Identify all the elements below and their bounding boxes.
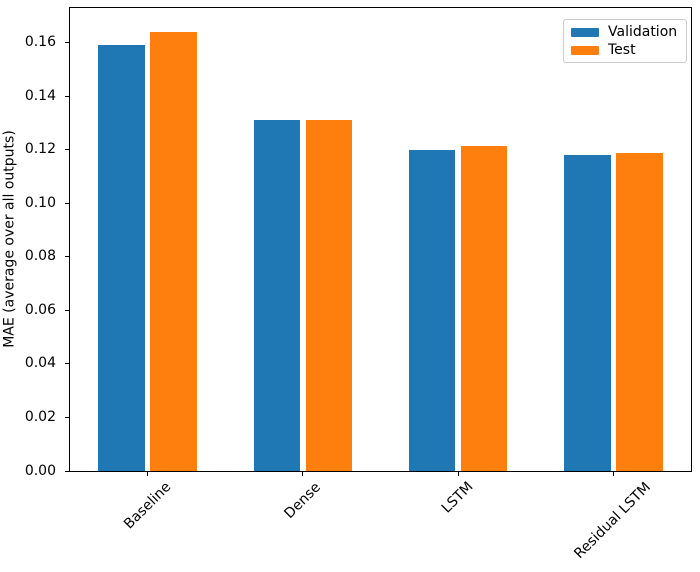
y-tick-label-0.02: 0.02 <box>24 408 56 425</box>
x-tick-label-baseline: Baseline <box>120 478 174 533</box>
bar-dense-validation <box>253 120 301 471</box>
x-tick-dense <box>302 471 304 476</box>
x-tick-label-residual-lstm: Residual LSTM <box>571 479 655 562</box>
bar-dense-test <box>305 120 353 471</box>
y-tick-label-0.14: 0.14 <box>24 87 56 104</box>
y-tick-label-0.16: 0.16 <box>24 34 56 51</box>
legend-label-validation: Validation <box>608 24 678 40</box>
y-tick-0.08 <box>65 256 70 258</box>
bar-lstm-validation <box>408 149 456 471</box>
legend-item-validation: Validation <box>571 25 677 39</box>
x-tick-label-dense: Dense <box>281 478 324 522</box>
y-tick-0.00 <box>65 470 70 472</box>
x-tick-lstm <box>457 471 459 476</box>
bar-residual-lstm-test <box>616 152 663 471</box>
y-tick-label-0.00: 0.00 <box>24 462 56 479</box>
y-tick-0.06 <box>65 309 70 311</box>
y-tick-label-0.06: 0.06 <box>24 301 56 318</box>
bar-baseline-validation <box>98 45 145 471</box>
x-tick-baseline <box>147 471 149 476</box>
y-tick-0.16 <box>65 42 70 44</box>
x-tick-label-lstm: LSTM <box>438 478 477 517</box>
y-tick-label-0.12: 0.12 <box>24 141 56 158</box>
y-tick-0.04 <box>65 363 70 365</box>
bar-lstm-test <box>460 145 508 471</box>
legend-item-test: Test <box>571 43 677 57</box>
y-tick-label-0.10: 0.10 <box>24 194 56 211</box>
y-tick-0.14 <box>65 95 70 97</box>
bar-baseline-test <box>150 32 197 471</box>
y-tick-0.02 <box>65 416 70 418</box>
bar-residual-lstm-validation <box>564 155 611 471</box>
y-tick-label-0.08: 0.08 <box>24 248 56 265</box>
y-tick-0.10 <box>65 202 70 204</box>
legend-swatch-validation <box>571 27 599 37</box>
legend-swatch-test <box>571 45 599 55</box>
legend-label-test: Test <box>608 42 636 58</box>
y-tick-label-0.04: 0.04 <box>24 355 56 372</box>
x-tick-residual-lstm <box>612 471 614 476</box>
legend: Validation Test <box>563 19 688 63</box>
y-tick-0.12 <box>65 149 70 151</box>
